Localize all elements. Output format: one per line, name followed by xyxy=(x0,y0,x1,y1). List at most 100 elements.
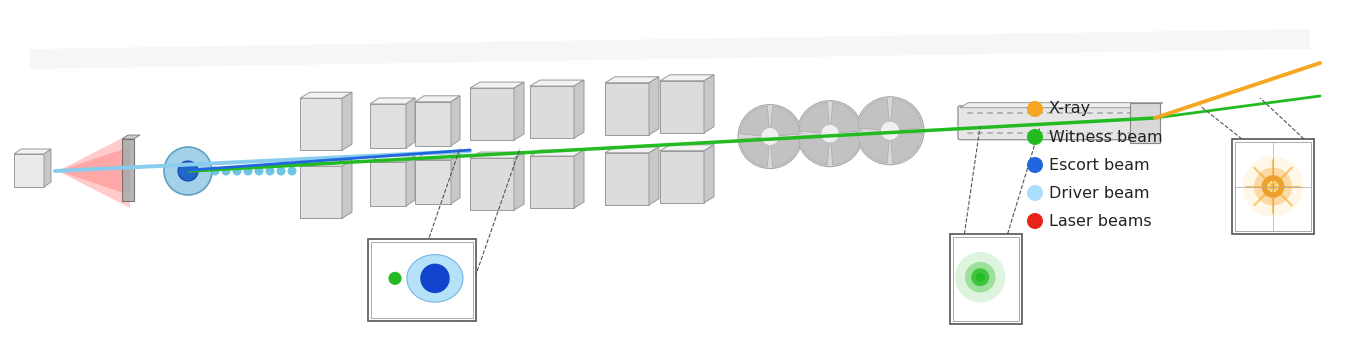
Bar xyxy=(1233,139,1314,234)
Circle shape xyxy=(389,272,401,285)
Polygon shape xyxy=(531,80,585,86)
Polygon shape xyxy=(300,160,352,166)
Polygon shape xyxy=(605,147,659,153)
Circle shape xyxy=(221,166,231,176)
Polygon shape xyxy=(799,134,830,165)
Polygon shape xyxy=(703,75,714,133)
Polygon shape xyxy=(531,150,585,156)
Text: Witness beam: Witness beam xyxy=(1049,129,1162,144)
Text: Escort beam: Escort beam xyxy=(1049,158,1150,173)
Bar xyxy=(371,242,472,318)
Polygon shape xyxy=(769,137,801,167)
Polygon shape xyxy=(660,81,703,133)
Polygon shape xyxy=(58,147,130,195)
Text: X-ray: X-ray xyxy=(1049,101,1091,117)
Polygon shape xyxy=(649,147,659,205)
Circle shape xyxy=(738,104,802,168)
Polygon shape xyxy=(890,131,922,163)
Polygon shape xyxy=(414,160,451,204)
Polygon shape xyxy=(300,92,352,98)
Polygon shape xyxy=(406,98,414,148)
Circle shape xyxy=(277,166,285,176)
Polygon shape xyxy=(406,156,414,206)
Polygon shape xyxy=(574,150,585,208)
Polygon shape xyxy=(414,154,460,160)
Polygon shape xyxy=(122,135,140,139)
Polygon shape xyxy=(451,154,460,204)
Polygon shape xyxy=(514,152,524,210)
Circle shape xyxy=(1262,175,1284,198)
Polygon shape xyxy=(740,137,770,167)
Polygon shape xyxy=(605,153,649,205)
Polygon shape xyxy=(414,96,460,102)
Polygon shape xyxy=(830,134,861,165)
Circle shape xyxy=(880,121,899,140)
Polygon shape xyxy=(830,102,861,134)
Circle shape xyxy=(266,166,274,176)
Circle shape xyxy=(163,147,212,195)
Polygon shape xyxy=(342,92,352,150)
Circle shape xyxy=(1254,167,1292,205)
Circle shape xyxy=(856,97,923,165)
Polygon shape xyxy=(857,99,890,131)
Polygon shape xyxy=(605,83,649,135)
Polygon shape xyxy=(470,152,524,158)
Polygon shape xyxy=(45,149,51,187)
Bar xyxy=(369,239,477,321)
Polygon shape xyxy=(470,158,514,210)
Polygon shape xyxy=(514,82,524,140)
Circle shape xyxy=(761,127,779,145)
Circle shape xyxy=(1027,213,1044,229)
Polygon shape xyxy=(370,98,414,104)
Polygon shape xyxy=(414,102,451,146)
Bar xyxy=(1130,103,1160,143)
Circle shape xyxy=(1027,157,1044,173)
Circle shape xyxy=(821,124,840,143)
Polygon shape xyxy=(605,77,659,83)
Polygon shape xyxy=(660,75,714,81)
Polygon shape xyxy=(58,134,130,208)
Polygon shape xyxy=(30,29,1310,69)
Polygon shape xyxy=(531,86,574,138)
Circle shape xyxy=(1027,185,1044,201)
Circle shape xyxy=(796,101,863,167)
Polygon shape xyxy=(799,102,830,134)
Polygon shape xyxy=(342,160,352,218)
Circle shape xyxy=(971,268,990,286)
Polygon shape xyxy=(451,96,460,146)
Polygon shape xyxy=(370,162,406,206)
Bar xyxy=(950,234,1022,324)
Polygon shape xyxy=(470,88,514,140)
Circle shape xyxy=(255,166,263,176)
Polygon shape xyxy=(14,154,45,187)
Circle shape xyxy=(178,161,198,181)
Bar xyxy=(953,237,1019,321)
Circle shape xyxy=(288,166,297,176)
Polygon shape xyxy=(660,151,703,203)
Polygon shape xyxy=(857,131,890,163)
Polygon shape xyxy=(470,82,524,88)
Text: Driver beam: Driver beam xyxy=(1049,185,1149,200)
Polygon shape xyxy=(660,145,714,151)
Polygon shape xyxy=(649,77,659,135)
Circle shape xyxy=(1027,129,1044,145)
Polygon shape xyxy=(300,166,342,218)
Circle shape xyxy=(965,262,995,293)
Circle shape xyxy=(1242,156,1303,217)
Polygon shape xyxy=(740,106,770,137)
Polygon shape xyxy=(370,156,414,162)
Ellipse shape xyxy=(406,255,463,302)
Circle shape xyxy=(211,166,220,176)
Polygon shape xyxy=(574,80,585,138)
Polygon shape xyxy=(890,99,922,131)
Circle shape xyxy=(420,264,450,293)
Polygon shape xyxy=(370,104,406,148)
Circle shape xyxy=(954,252,1006,302)
Polygon shape xyxy=(703,145,714,203)
Circle shape xyxy=(232,166,242,176)
Polygon shape xyxy=(300,98,342,150)
FancyBboxPatch shape xyxy=(958,106,1157,140)
Circle shape xyxy=(1027,101,1044,117)
Polygon shape xyxy=(14,149,51,154)
Polygon shape xyxy=(531,156,574,208)
